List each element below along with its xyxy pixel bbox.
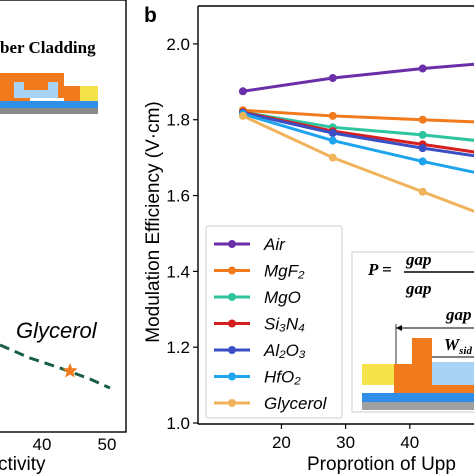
series-line-HfO2 [242,112,474,174]
panel-a-title: ber Cladding [0,38,96,57]
device-cross-section-icon [0,73,98,114]
y-tick-label: 1.6 [166,187,190,206]
x-tick-label: 20 [272,433,291,452]
y-tick-label: 2.0 [166,35,190,54]
glycerol-annotation: Glycerol [16,318,98,343]
series-line-Al2O3 [242,111,474,158]
legend-label-Air: Air [263,235,286,254]
series-line-MgF2 [242,108,474,124]
x-tick-label: 30 [336,433,355,452]
inset-formula-numerator: gap [405,250,432,269]
inset-formula-denominator: gap [405,279,432,298]
panel-b: b Modulation Efficiency (V·cm) 1.0 1.2 1.4… [143,4,474,474]
data-point-Glycerol [238,111,247,120]
glycerol-star-marker [62,363,78,378]
y-tick-label: 1.4 [166,262,190,281]
legend-label-HfO2: HfO₂ [264,368,301,387]
x-tick-label: 40 [400,433,419,452]
legend-label-Si3N4: Si₃N₄ [264,315,305,334]
legend-label-MgO: MgO [264,288,301,307]
inset-arrow-icon [396,325,402,331]
data-point-Al2O3 [418,144,427,153]
data-point-HfO2 [328,136,337,145]
inset-wside-label: Wsid [444,335,472,357]
legend-marker-MgF2 [228,266,236,275]
legend-box [205,225,343,419]
glycerol-dashed-line [0,343,111,390]
legend-label-MgF2: MgF₂ [264,262,305,281]
series-line-Air [242,62,474,93]
plot-area: 1.0 1.2 1.4 1.6 1.8 2.0 20 30 40 [166,5,474,452]
panel-a-frame [0,0,127,433]
series-group [238,62,474,213]
data-point-HfO2 [418,157,427,166]
y-tick-label: 1.0 [166,414,190,433]
legend: Air MgF₂ MgO Si₃N₄ Al₂O₃ HfO₂ Glycerol [205,225,343,419]
data-point-Air [328,74,337,83]
inset-device-cross-section-icon [362,338,474,410]
legend-marker-Si3N4 [228,319,236,328]
legend-marker-MgO [228,293,236,301]
y-axis-label: Modulation Efficiency (V·cm) [143,101,164,342]
data-point-Glycerol [418,187,427,196]
legend-label-Glycerol: Glycerol [264,394,328,413]
data-point-MgO [418,130,427,139]
y-tick-label: 1.8 [166,111,190,130]
panel-b-letter: b [144,4,157,27]
series-line-Glycerol [242,114,474,213]
inset: P = gap gap gap Wsid W [351,250,474,413]
legend-marker-Glycerol [228,399,236,407]
panel-a: ber Cladding Glycerol 40 50 ctivity [0,0,127,474]
data-point-Air [238,87,247,96]
legend-label-Al2O3: Al₂O₃ [263,341,306,360]
inset-gap-label: gap [445,305,472,324]
panel-a-xtick-40: 40 [33,435,52,454]
data-point-Al2O3 [328,128,337,137]
inset-formula-lhs: P = [367,260,392,279]
data-point-MgF2 [328,111,337,120]
legend-marker-Al2O3 [228,346,236,354]
legend-marker-Air [228,240,236,248]
y-tick-label: 1.2 [166,338,190,357]
panel-a-xlabel: ctivity [0,454,46,474]
panel-a-xtick-50: 50 [98,435,117,454]
legend-marker-HfO2 [228,372,236,381]
data-point-Air [418,64,427,73]
series-line-MgO [242,110,474,142]
data-point-Glycerol [328,153,337,162]
data-point-MgF2 [418,115,427,124]
x-axis-label: Proprotion of Upp [307,454,456,474]
